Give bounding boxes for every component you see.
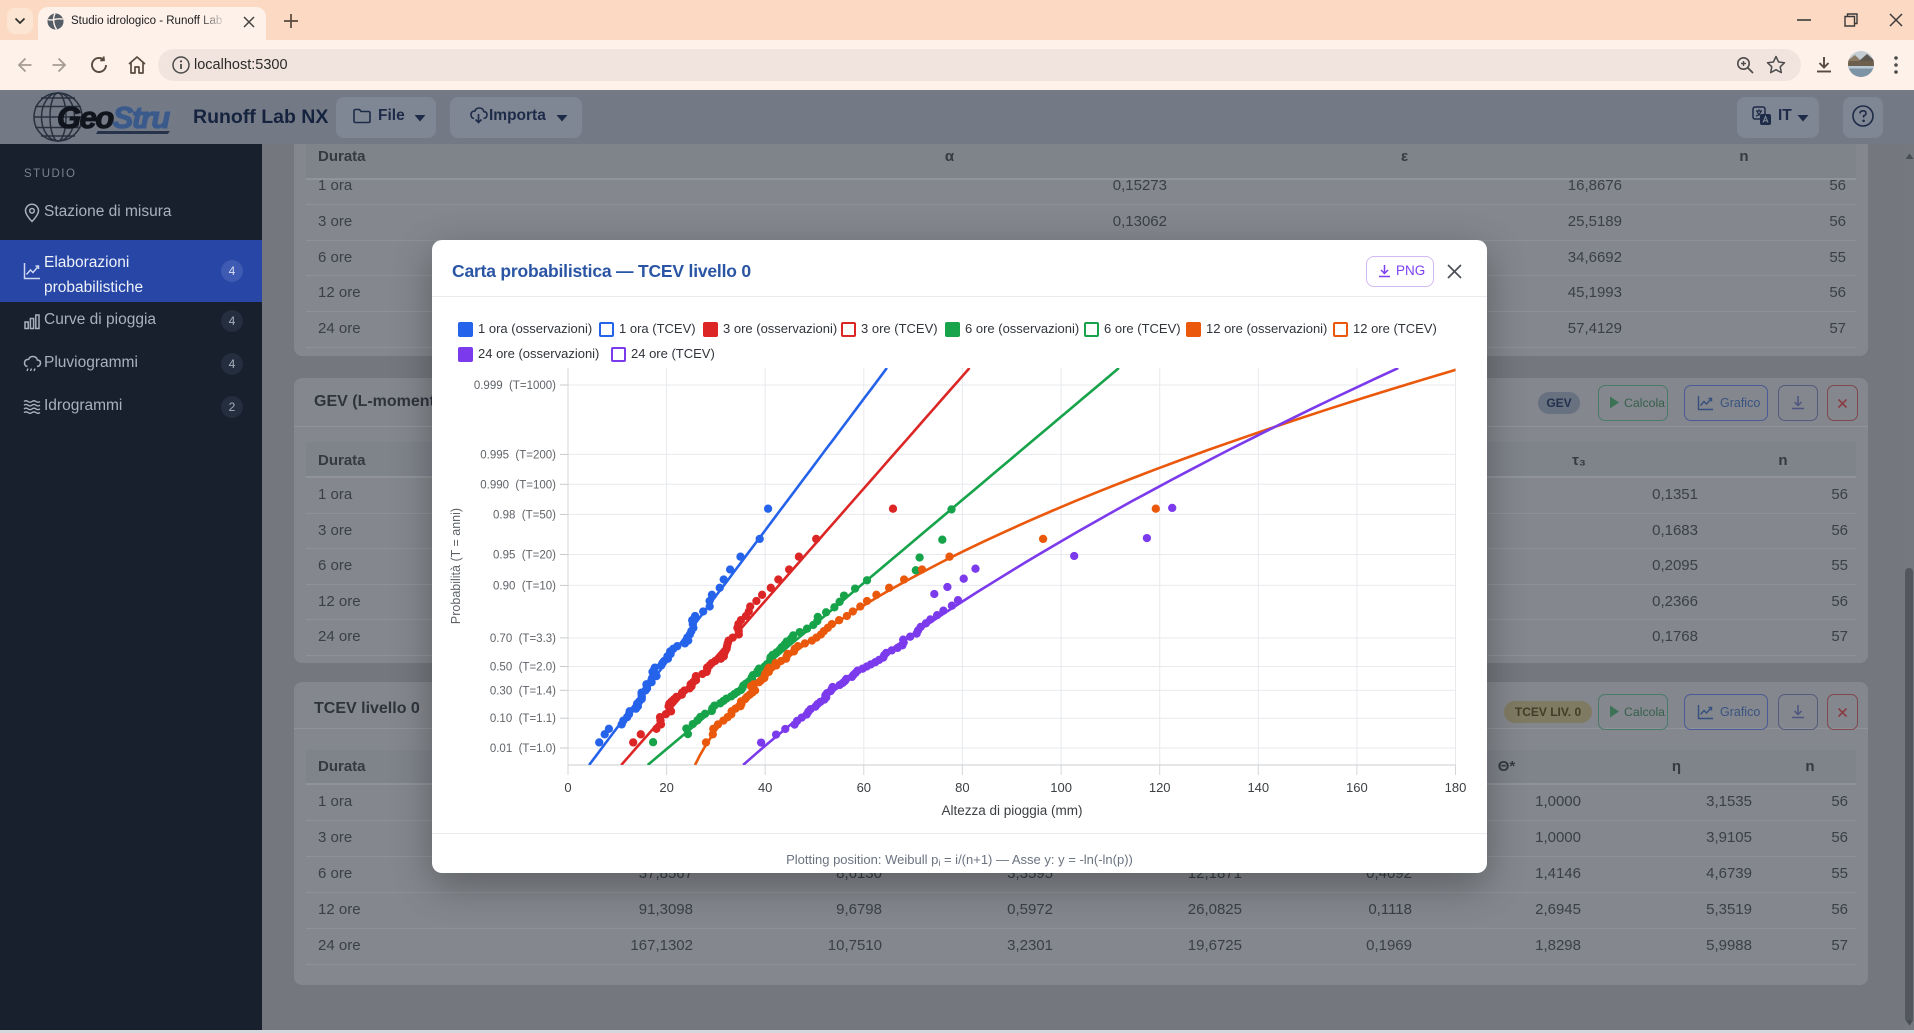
svg-text:120: 120 xyxy=(1149,780,1171,795)
svg-text:140: 140 xyxy=(1247,780,1269,795)
svg-text:40: 40 xyxy=(758,780,772,795)
svg-text:0.90 (T=10): 0.90 (T=10) xyxy=(493,580,556,592)
svg-text:0.990 (T=100): 0.990 (T=100) xyxy=(480,479,556,491)
svg-text:0: 0 xyxy=(564,780,571,795)
svg-text:160: 160 xyxy=(1346,780,1368,795)
svg-text:0.98 (T=50): 0.98 (T=50) xyxy=(493,509,556,521)
svg-text:0.10 (T=1.1): 0.10 (T=1.1) xyxy=(490,713,556,725)
svg-text:80: 80 xyxy=(955,780,969,795)
svg-text:60: 60 xyxy=(857,780,871,795)
svg-text:Altezza di pioggia (mm): Altezza di pioggia (mm) xyxy=(941,803,1082,818)
svg-text:0.95 (T=20): 0.95 (T=20) xyxy=(493,550,556,562)
svg-text:0.30 (T=1.4): 0.30 (T=1.4) xyxy=(490,685,556,697)
svg-text:20: 20 xyxy=(659,780,673,795)
svg-text:0.01 (T=1.0): 0.01 (T=1.0) xyxy=(490,743,556,755)
svg-text:Probabilità (T = anni): Probabilità (T = anni) xyxy=(449,508,463,624)
svg-text:0.995 (T=200): 0.995 (T=200) xyxy=(480,449,556,461)
svg-text:100: 100 xyxy=(1050,780,1072,795)
svg-text:0.70 (T=3.3): 0.70 (T=3.3) xyxy=(490,633,556,645)
svg-text:180: 180 xyxy=(1445,780,1467,795)
svg-text:0.50 (T=2.0): 0.50 (T=2.0) xyxy=(490,662,556,674)
svg-text:0.999 (T=1000): 0.999 (T=1000) xyxy=(474,380,556,392)
